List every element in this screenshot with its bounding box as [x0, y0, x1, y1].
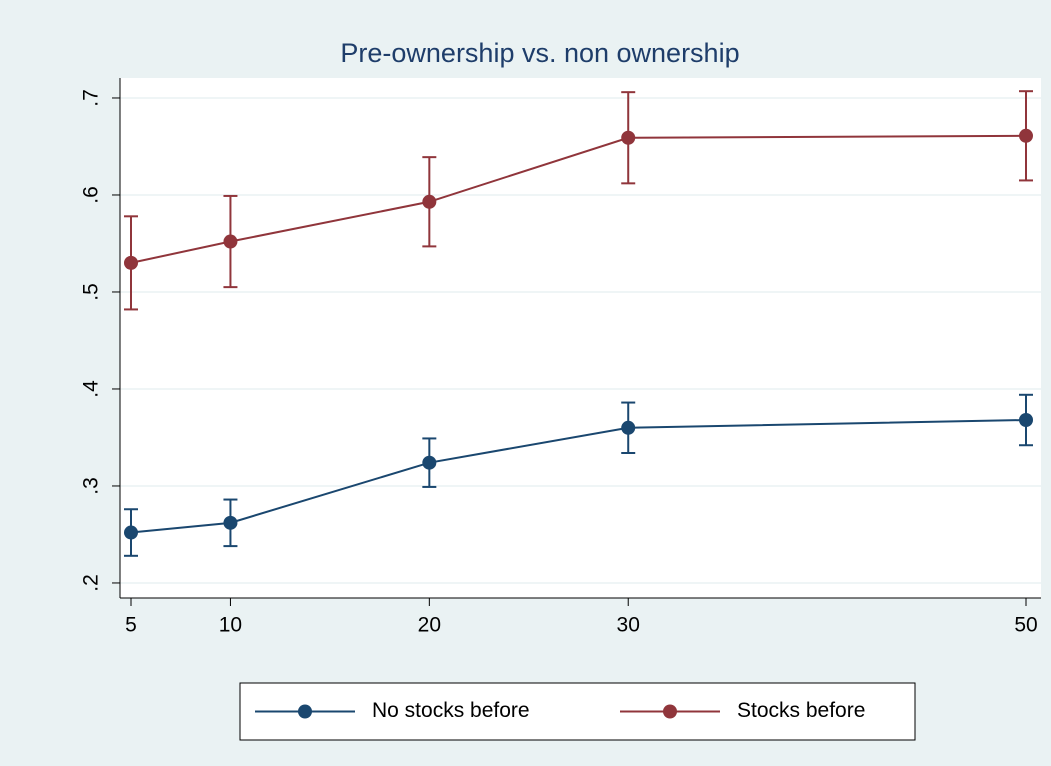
y-tick-label: .7 [80, 89, 103, 107]
x-tick-label: 30 [617, 614, 640, 637]
point [1019, 128, 1034, 143]
point [223, 515, 238, 530]
y-tick-label: .6 [80, 186, 103, 204]
legend-label: No stocks before [372, 699, 530, 722]
legend-marker [298, 704, 312, 719]
point [621, 130, 636, 145]
chart-title: Pre-ownership vs. non ownership [340, 38, 739, 68]
y-tick-label: .4 [80, 380, 103, 398]
y-tick-label: .2 [80, 574, 103, 592]
legend-label: Stocks before [737, 699, 865, 722]
x-tick-label: 20 [418, 614, 441, 637]
point [422, 455, 437, 470]
x-tick-label: 10 [219, 614, 242, 637]
x-tick-label: 5 [125, 614, 137, 637]
legend-marker [663, 704, 677, 719]
point [422, 194, 437, 209]
point [223, 234, 238, 249]
x-tick-label: 50 [1014, 614, 1037, 637]
plot-area [120, 78, 1041, 598]
point [123, 525, 138, 540]
y-tick-label: .5 [80, 283, 103, 301]
y-tick-label: .3 [80, 477, 103, 495]
point [1019, 413, 1034, 428]
point [123, 255, 138, 270]
point [621, 420, 636, 435]
